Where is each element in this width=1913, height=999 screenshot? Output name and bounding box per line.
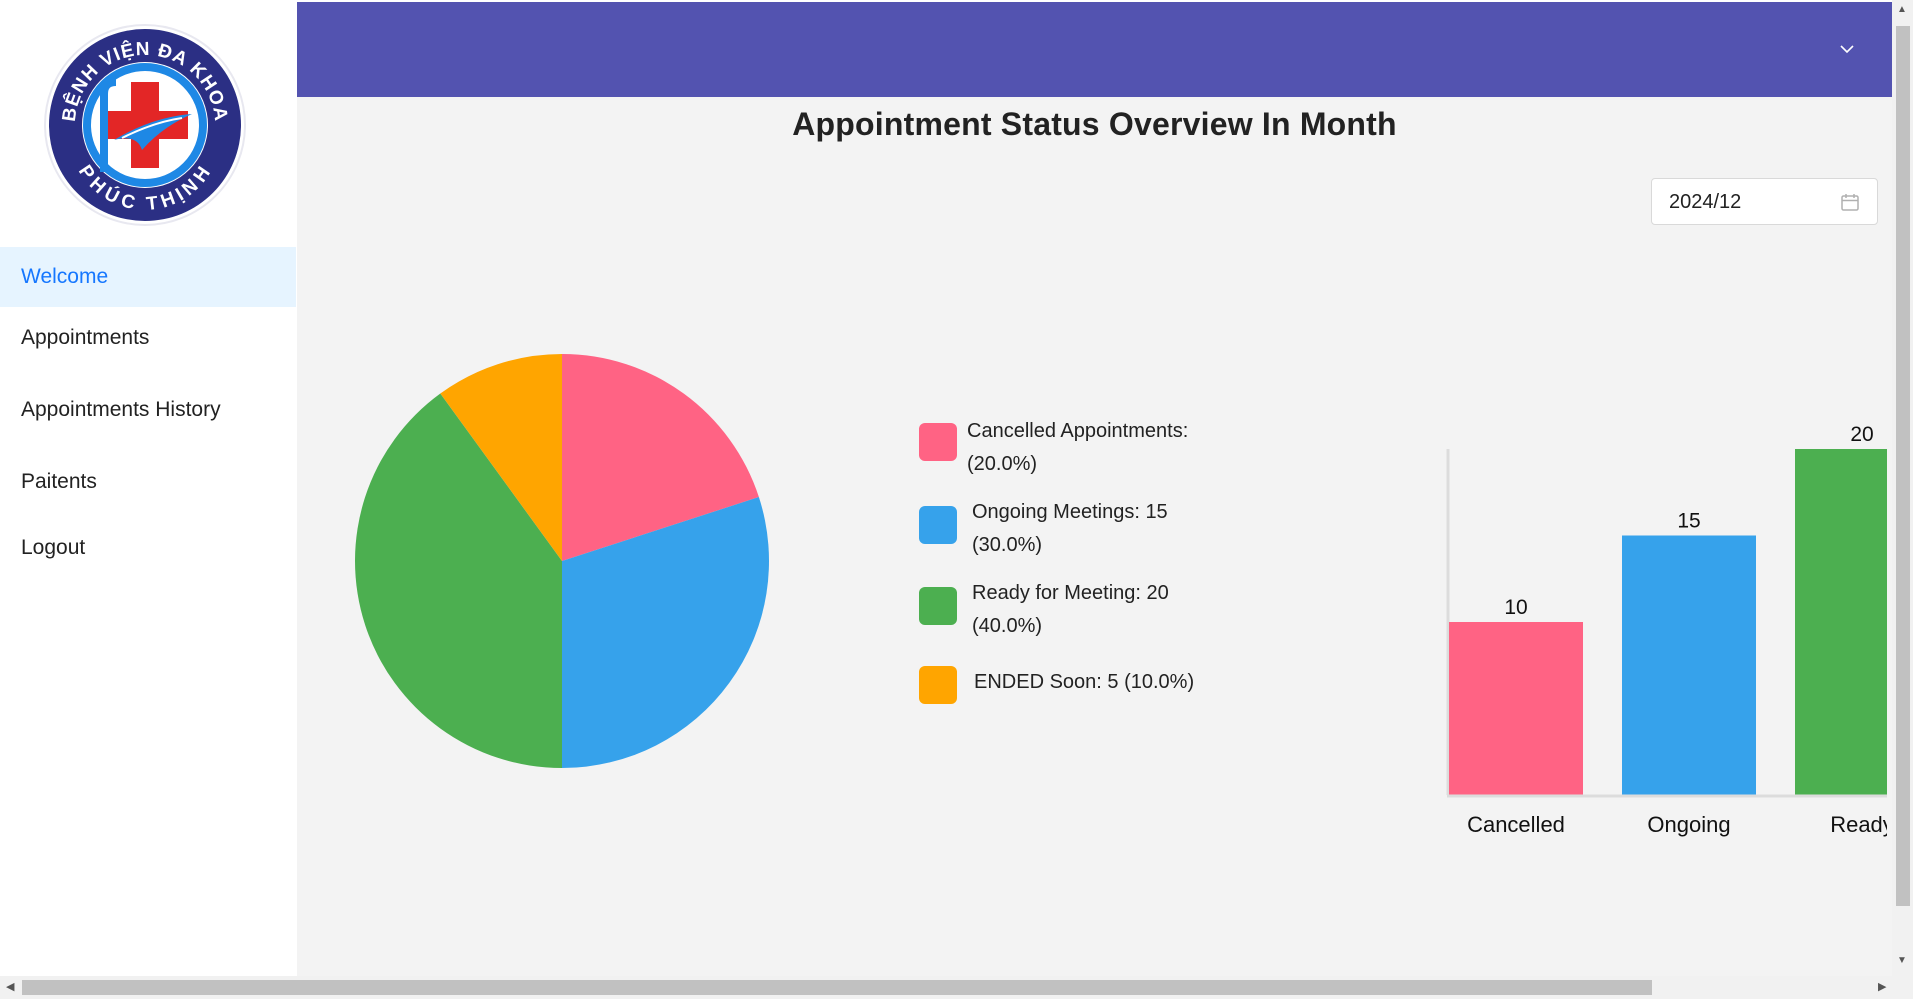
bar-value-label: 15 xyxy=(1677,510,1700,533)
legend-label-ready: Ready for Meeting: 20 (40.0%) xyxy=(972,582,1169,637)
chevron-down-icon[interactable] xyxy=(1838,40,1856,58)
legend-label-ended: ENDED Soon: 5 (10.0%) xyxy=(974,671,1195,693)
scroll-left-arrow-icon[interactable]: ◀ xyxy=(6,981,15,993)
horizontal-scroll-thumb[interactable] xyxy=(22,980,1652,995)
x-tick-label: Ongoing xyxy=(1647,812,1730,837)
legend-swatch-ended xyxy=(919,666,957,704)
page-title: Appointment Status Overview In Month xyxy=(792,106,1397,142)
scroll-up-arrow-icon[interactable]: ▲ xyxy=(1897,4,1907,15)
legend-swatch-ongoing xyxy=(919,506,957,544)
sidebar-item-appointments[interactable]: Appointments xyxy=(21,326,150,349)
month-picker-value: 2024/12 xyxy=(1669,191,1742,213)
legend-swatch-cancelled xyxy=(919,423,957,461)
sidebar-item-appointments-history[interactable]: Appointments History xyxy=(21,398,221,421)
legend-label-cancelled: Cancelled Appointments: (20.0%) xyxy=(967,420,1189,475)
top-header xyxy=(297,2,1892,97)
bar-cancelled[interactable] xyxy=(1449,622,1583,795)
bar-value-label: 20 xyxy=(1850,423,1873,446)
main-content: Appointment Status Overview In Month 202… xyxy=(297,97,1892,976)
hospital-logo: BỆNH VIỆN ĐA KHOA PHÚC THỊNH xyxy=(42,22,248,228)
x-tick-label: Ready xyxy=(1830,812,1887,837)
legend-swatch-ready xyxy=(919,587,957,625)
vertical-scroll-thumb[interactable] xyxy=(1896,26,1910,906)
sidebar-item-logout[interactable]: Logout xyxy=(21,536,86,559)
pie-slice-ended-soon[interactable] xyxy=(440,354,562,561)
sidebar-item-patients[interactable]: Paitents xyxy=(21,470,97,493)
scroll-down-arrow-icon[interactable]: ▼ xyxy=(1897,955,1907,966)
x-tick-label: Cancelled xyxy=(1467,812,1565,837)
pie-slice-ready-for-meeting[interactable] xyxy=(355,393,562,768)
pie-slice-ongoing-meetings[interactable] xyxy=(562,497,769,768)
calendar-icon xyxy=(1840,192,1860,217)
horizontal-scrollbar[interactable]: ◀ ▶ xyxy=(0,976,1913,999)
scroll-right-arrow-icon[interactable]: ▶ xyxy=(1878,981,1887,993)
sidebar: BỆNH VIỆN ĐA KHOA PHÚC THỊNH Welcome App… xyxy=(0,0,296,976)
bar-ongoing[interactable] xyxy=(1622,535,1756,796)
bar-chart: 10 Cancelled 15 Ongoing 20 Ready xyxy=(1446,423,1887,837)
sidebar-nav: Welcome Appointments Appointments Histor… xyxy=(0,247,296,583)
vertical-scrollbar[interactable]: ▲ ▼ xyxy=(1892,0,1913,976)
month-picker[interactable]: 2024/12 xyxy=(1651,178,1878,225)
legend-label-ongoing: Ongoing Meetings: 15 (30.0%) xyxy=(972,501,1168,556)
sidebar-item-welcome[interactable]: Welcome xyxy=(0,247,296,307)
pie-slice-cancelled-appointments[interactable] xyxy=(562,354,759,561)
bar-ready[interactable] xyxy=(1795,449,1887,795)
pie-chart xyxy=(355,354,769,768)
bar-value-label: 10 xyxy=(1504,596,1527,619)
